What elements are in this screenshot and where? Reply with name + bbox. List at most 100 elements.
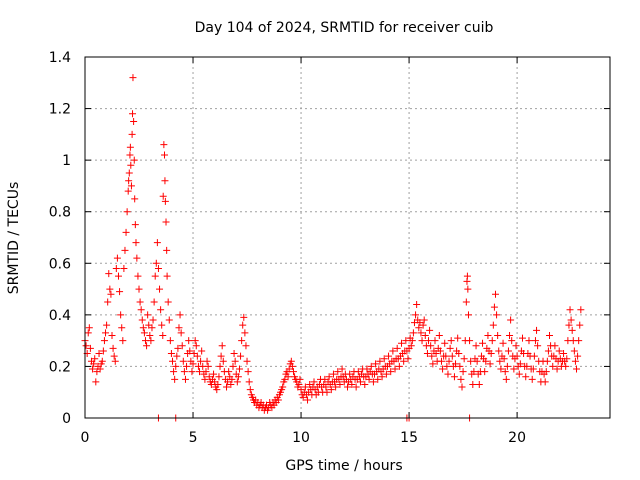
data-point xyxy=(376,357,384,365)
data-point xyxy=(234,373,242,381)
data-point xyxy=(125,177,133,185)
data-point xyxy=(289,368,297,376)
data-point xyxy=(472,342,480,350)
data-point xyxy=(107,290,115,298)
data-point xyxy=(344,383,351,391)
data-point xyxy=(129,110,137,118)
data-point xyxy=(553,365,561,373)
data-point xyxy=(150,298,158,306)
data-point xyxy=(188,368,196,376)
y-tick-label: 0.6 xyxy=(49,256,71,272)
data-point xyxy=(385,352,393,360)
data-point xyxy=(119,337,127,345)
data-point xyxy=(437,357,445,365)
data-point xyxy=(323,388,331,396)
data-point xyxy=(455,350,463,358)
data-point xyxy=(391,365,399,373)
data-point xyxy=(510,365,518,373)
data-point xyxy=(176,311,184,319)
data-point xyxy=(500,355,508,363)
data-point xyxy=(112,264,120,272)
data-point xyxy=(100,337,108,345)
data-point xyxy=(428,352,436,360)
data-point xyxy=(166,337,174,345)
data-point xyxy=(310,378,318,386)
data-point xyxy=(163,272,171,280)
data-point xyxy=(243,357,251,365)
data-point xyxy=(156,285,164,293)
data-point xyxy=(575,337,583,345)
data-point xyxy=(352,383,360,391)
data-point xyxy=(551,342,559,350)
data-point xyxy=(144,311,152,319)
data-point xyxy=(228,375,236,383)
y-tick-labels: 0 0.2 0.4 0.6 0.8 1 1.2 1.4 xyxy=(49,50,71,427)
data-point xyxy=(179,357,187,365)
chart-title: Day 104 of 2024, SRMTID for receiver cui… xyxy=(195,20,494,36)
data-point xyxy=(136,298,144,306)
data-point xyxy=(131,221,139,229)
data-point xyxy=(219,357,227,365)
data-point xyxy=(127,161,135,169)
data-point xyxy=(361,380,369,388)
data-point xyxy=(432,350,440,358)
data-point xyxy=(95,350,103,358)
data-point xyxy=(494,331,502,339)
data-point xyxy=(109,344,117,352)
data-point xyxy=(573,365,581,373)
data-point xyxy=(227,380,235,388)
data-point xyxy=(185,337,193,345)
data-point xyxy=(296,375,304,383)
data-point xyxy=(530,352,538,360)
data-point xyxy=(419,321,427,329)
data-point xyxy=(456,362,464,370)
data-point xyxy=(85,324,93,332)
data-point xyxy=(525,337,533,345)
data-point xyxy=(567,316,575,324)
data-point xyxy=(469,380,477,388)
data-point xyxy=(445,357,453,365)
data-point xyxy=(113,254,121,262)
data-point xyxy=(565,321,573,329)
data-point xyxy=(369,378,377,386)
data-point xyxy=(242,342,250,350)
data-point xyxy=(387,368,395,376)
data-point xyxy=(515,370,523,378)
data-point xyxy=(216,362,224,370)
data-point xyxy=(436,347,444,355)
data-point xyxy=(420,316,428,324)
data-point xyxy=(549,362,557,370)
data-point xyxy=(459,368,467,376)
data-point xyxy=(425,337,433,345)
data-point xyxy=(407,342,415,350)
data-point xyxy=(217,352,225,360)
data-point xyxy=(186,347,194,355)
data-point xyxy=(415,324,423,332)
data-point xyxy=(458,383,466,391)
data-point xyxy=(246,386,254,394)
data-point xyxy=(124,187,132,195)
data-point xyxy=(534,342,542,350)
data-point xyxy=(528,375,536,383)
y-tick-label: 0 xyxy=(62,411,71,427)
x-tick-label: 5 xyxy=(189,430,198,446)
data-point xyxy=(418,337,426,345)
data-point xyxy=(446,344,454,352)
data-point xyxy=(502,375,510,383)
data-point xyxy=(174,344,182,352)
data-point xyxy=(460,355,468,363)
data-point xyxy=(153,239,161,247)
data-point xyxy=(426,326,434,334)
data-point xyxy=(118,324,126,332)
data-point xyxy=(143,342,151,350)
y-tick-label: 1.4 xyxy=(49,50,71,66)
data-point xyxy=(210,370,218,378)
data-point xyxy=(147,337,155,345)
data-point xyxy=(117,311,125,319)
data-point xyxy=(493,311,501,319)
data-point xyxy=(215,373,223,381)
data-point xyxy=(159,331,167,339)
data-point xyxy=(237,352,245,360)
data-point xyxy=(279,383,287,391)
data-point xyxy=(467,357,475,365)
